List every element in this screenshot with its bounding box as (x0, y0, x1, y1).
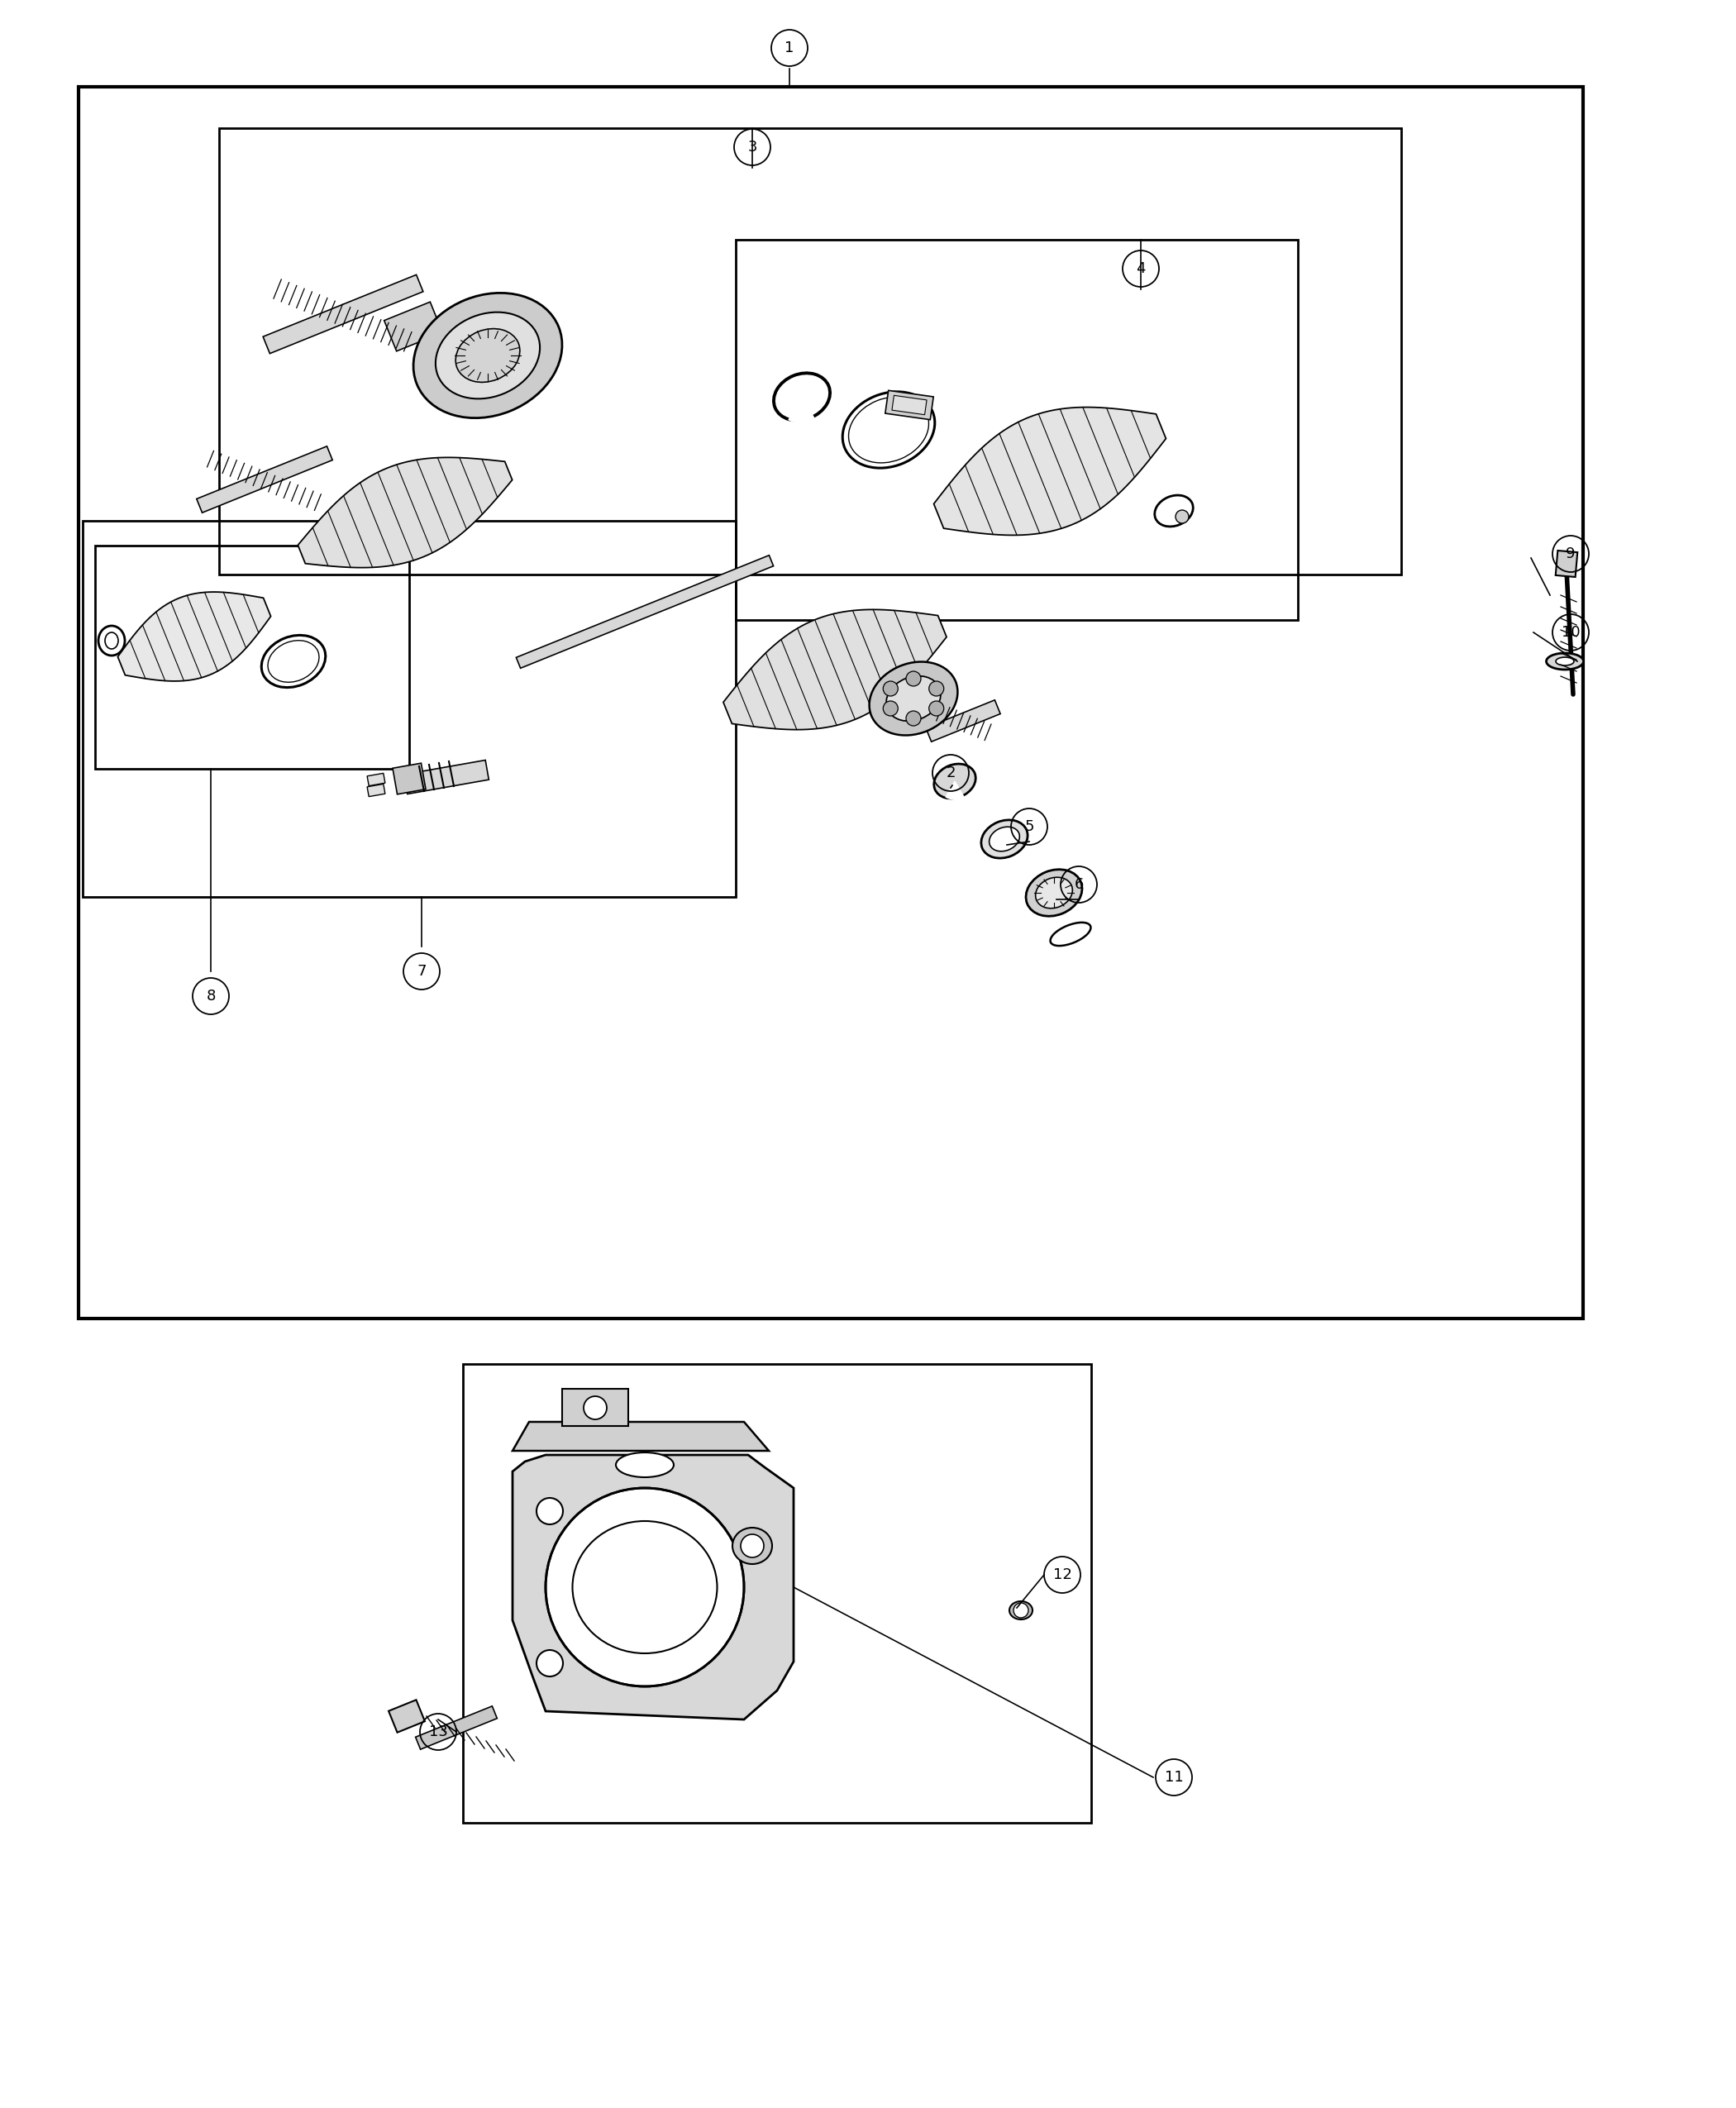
Ellipse shape (1547, 653, 1583, 670)
Polygon shape (392, 763, 425, 795)
Circle shape (545, 1488, 745, 1686)
Circle shape (884, 681, 898, 696)
Circle shape (884, 702, 898, 717)
Circle shape (929, 702, 944, 717)
Ellipse shape (885, 677, 941, 721)
Polygon shape (885, 390, 934, 419)
Ellipse shape (616, 1452, 674, 1478)
Text: 11: 11 (1165, 1771, 1184, 1785)
Bar (78, 86, 1583, 1317)
Ellipse shape (990, 826, 1019, 852)
Wedge shape (946, 782, 963, 799)
Ellipse shape (981, 820, 1028, 858)
Wedge shape (788, 396, 816, 424)
Text: 1: 1 (785, 40, 793, 55)
Circle shape (906, 670, 920, 685)
Circle shape (741, 1535, 764, 1558)
Polygon shape (512, 1455, 793, 1720)
Text: 7: 7 (417, 963, 427, 978)
Text: 12: 12 (1052, 1568, 1071, 1583)
Circle shape (906, 710, 920, 725)
Polygon shape (404, 761, 490, 795)
Bar (95, 546, 410, 769)
Circle shape (536, 1499, 562, 1524)
Polygon shape (512, 1423, 769, 1450)
Polygon shape (925, 700, 1000, 742)
Polygon shape (264, 274, 424, 354)
Circle shape (1014, 1602, 1028, 1617)
Polygon shape (934, 407, 1167, 535)
Text: 8: 8 (207, 989, 215, 1003)
Text: 13: 13 (429, 1724, 448, 1739)
Text: 10: 10 (1561, 624, 1580, 641)
Ellipse shape (733, 1528, 773, 1564)
Bar (736, 240, 1299, 620)
Ellipse shape (413, 293, 562, 417)
Polygon shape (384, 301, 443, 352)
Polygon shape (196, 447, 333, 512)
Ellipse shape (1026, 868, 1082, 917)
Polygon shape (516, 554, 774, 668)
Polygon shape (1555, 550, 1578, 578)
Polygon shape (118, 592, 271, 681)
Bar (464, 1364, 1092, 1823)
Text: 5: 5 (1024, 820, 1035, 835)
Ellipse shape (1555, 658, 1575, 666)
Text: 6: 6 (1075, 877, 1083, 892)
Ellipse shape (455, 329, 519, 382)
Text: 2: 2 (946, 765, 955, 780)
Bar (83, 521, 736, 896)
Circle shape (583, 1395, 608, 1419)
Ellipse shape (1009, 1602, 1033, 1619)
Circle shape (536, 1651, 562, 1676)
Ellipse shape (436, 312, 540, 398)
Text: 3: 3 (748, 139, 757, 154)
Text: 9: 9 (1566, 546, 1576, 561)
Polygon shape (415, 1705, 496, 1750)
Ellipse shape (870, 662, 958, 736)
Ellipse shape (573, 1522, 717, 1653)
Text: 4: 4 (1135, 261, 1146, 276)
Polygon shape (892, 396, 927, 415)
Ellipse shape (934, 763, 976, 799)
Polygon shape (562, 1389, 628, 1425)
Polygon shape (724, 609, 946, 729)
Polygon shape (389, 1699, 425, 1733)
Bar (219, 129, 1401, 575)
Circle shape (929, 681, 944, 696)
Circle shape (1175, 510, 1189, 523)
Polygon shape (366, 774, 385, 786)
Polygon shape (366, 784, 385, 797)
Ellipse shape (1035, 877, 1073, 909)
Polygon shape (299, 457, 512, 567)
